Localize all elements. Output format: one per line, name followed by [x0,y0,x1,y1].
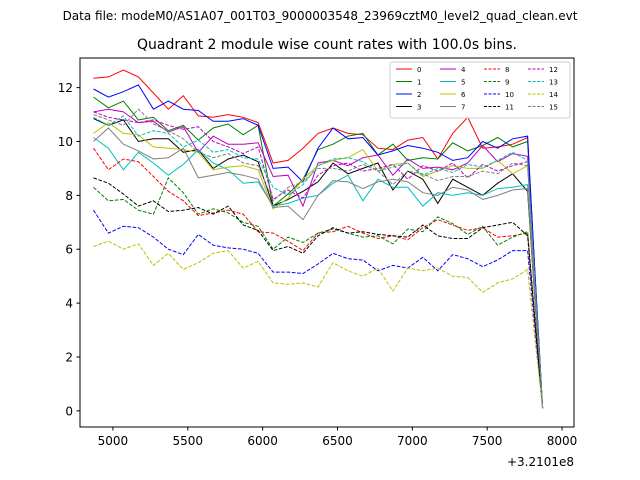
legend-label-7: 7 [461,104,465,112]
series-line-15 [93,108,544,409]
legend-label-1: 1 [417,79,421,87]
legend-label-12: 12 [549,66,558,74]
y-tick-label: 6 [65,243,73,257]
series-line-9 [93,177,544,409]
legend-label-14: 14 [549,91,558,99]
x-tick-label: 7000 [397,434,428,448]
legend-label-6: 6 [461,91,466,99]
y-tick-label: 8 [65,189,73,203]
series-line-14 [93,240,544,409]
legend-label-10: 10 [505,91,514,99]
series-line-11 [93,177,544,409]
legend-label-4: 4 [461,66,466,74]
series-line-1 [93,96,544,409]
x-axis-offset-label: +3.2101e8 [507,455,574,469]
series-line-2 [93,84,544,409]
series-line-7 [93,127,544,409]
series-line-10 [93,209,544,409]
x-tick-label: 8000 [547,434,578,448]
chart-title: Quadrant 2 module wise count rates with … [137,37,517,53]
figure-suptitle: Data file: modeM0/AS1A07_001T03_90000035… [63,9,578,23]
y-tick-label: 10 [58,135,73,149]
legend-label-11: 11 [505,104,514,112]
plot-area-frame [79,57,575,428]
series-line-5 [93,137,544,409]
legend-label-9: 9 [505,79,509,87]
y-axis: 0 2 4 6 8 10 12 [58,81,80,418]
series-line-0 [93,69,544,409]
y-tick-label: 0 [65,404,73,418]
x-tick-label: 7500 [472,434,503,448]
legend-label-8: 8 [505,66,509,74]
legend-box [389,61,571,119]
legend-label-2: 2 [417,91,421,99]
y-tick-label: 4 [65,297,73,311]
x-tick-label: 5000 [98,434,129,448]
y-tick-label: 2 [65,350,73,364]
legend-label-3: 3 [417,104,421,112]
legend-label-5: 5 [461,79,465,87]
x-tick-label: 6500 [322,434,353,448]
x-tick-label: 6000 [247,434,278,448]
series-line-4 [93,108,544,409]
x-axis: 5000 5500 6000 6500 7000 7500 8000 [98,427,578,448]
y-tick-label: 12 [58,81,73,95]
legend-label-13: 13 [549,79,558,87]
series-line-6 [93,121,544,409]
x-tick-label: 5500 [173,434,204,448]
legend-label-15: 15 [549,104,558,112]
series-line-3 [93,118,544,409]
series-line-13 [93,115,544,409]
legend-label-0: 0 [417,66,421,74]
series-lines [93,69,544,409]
series-line-12 [93,111,544,409]
